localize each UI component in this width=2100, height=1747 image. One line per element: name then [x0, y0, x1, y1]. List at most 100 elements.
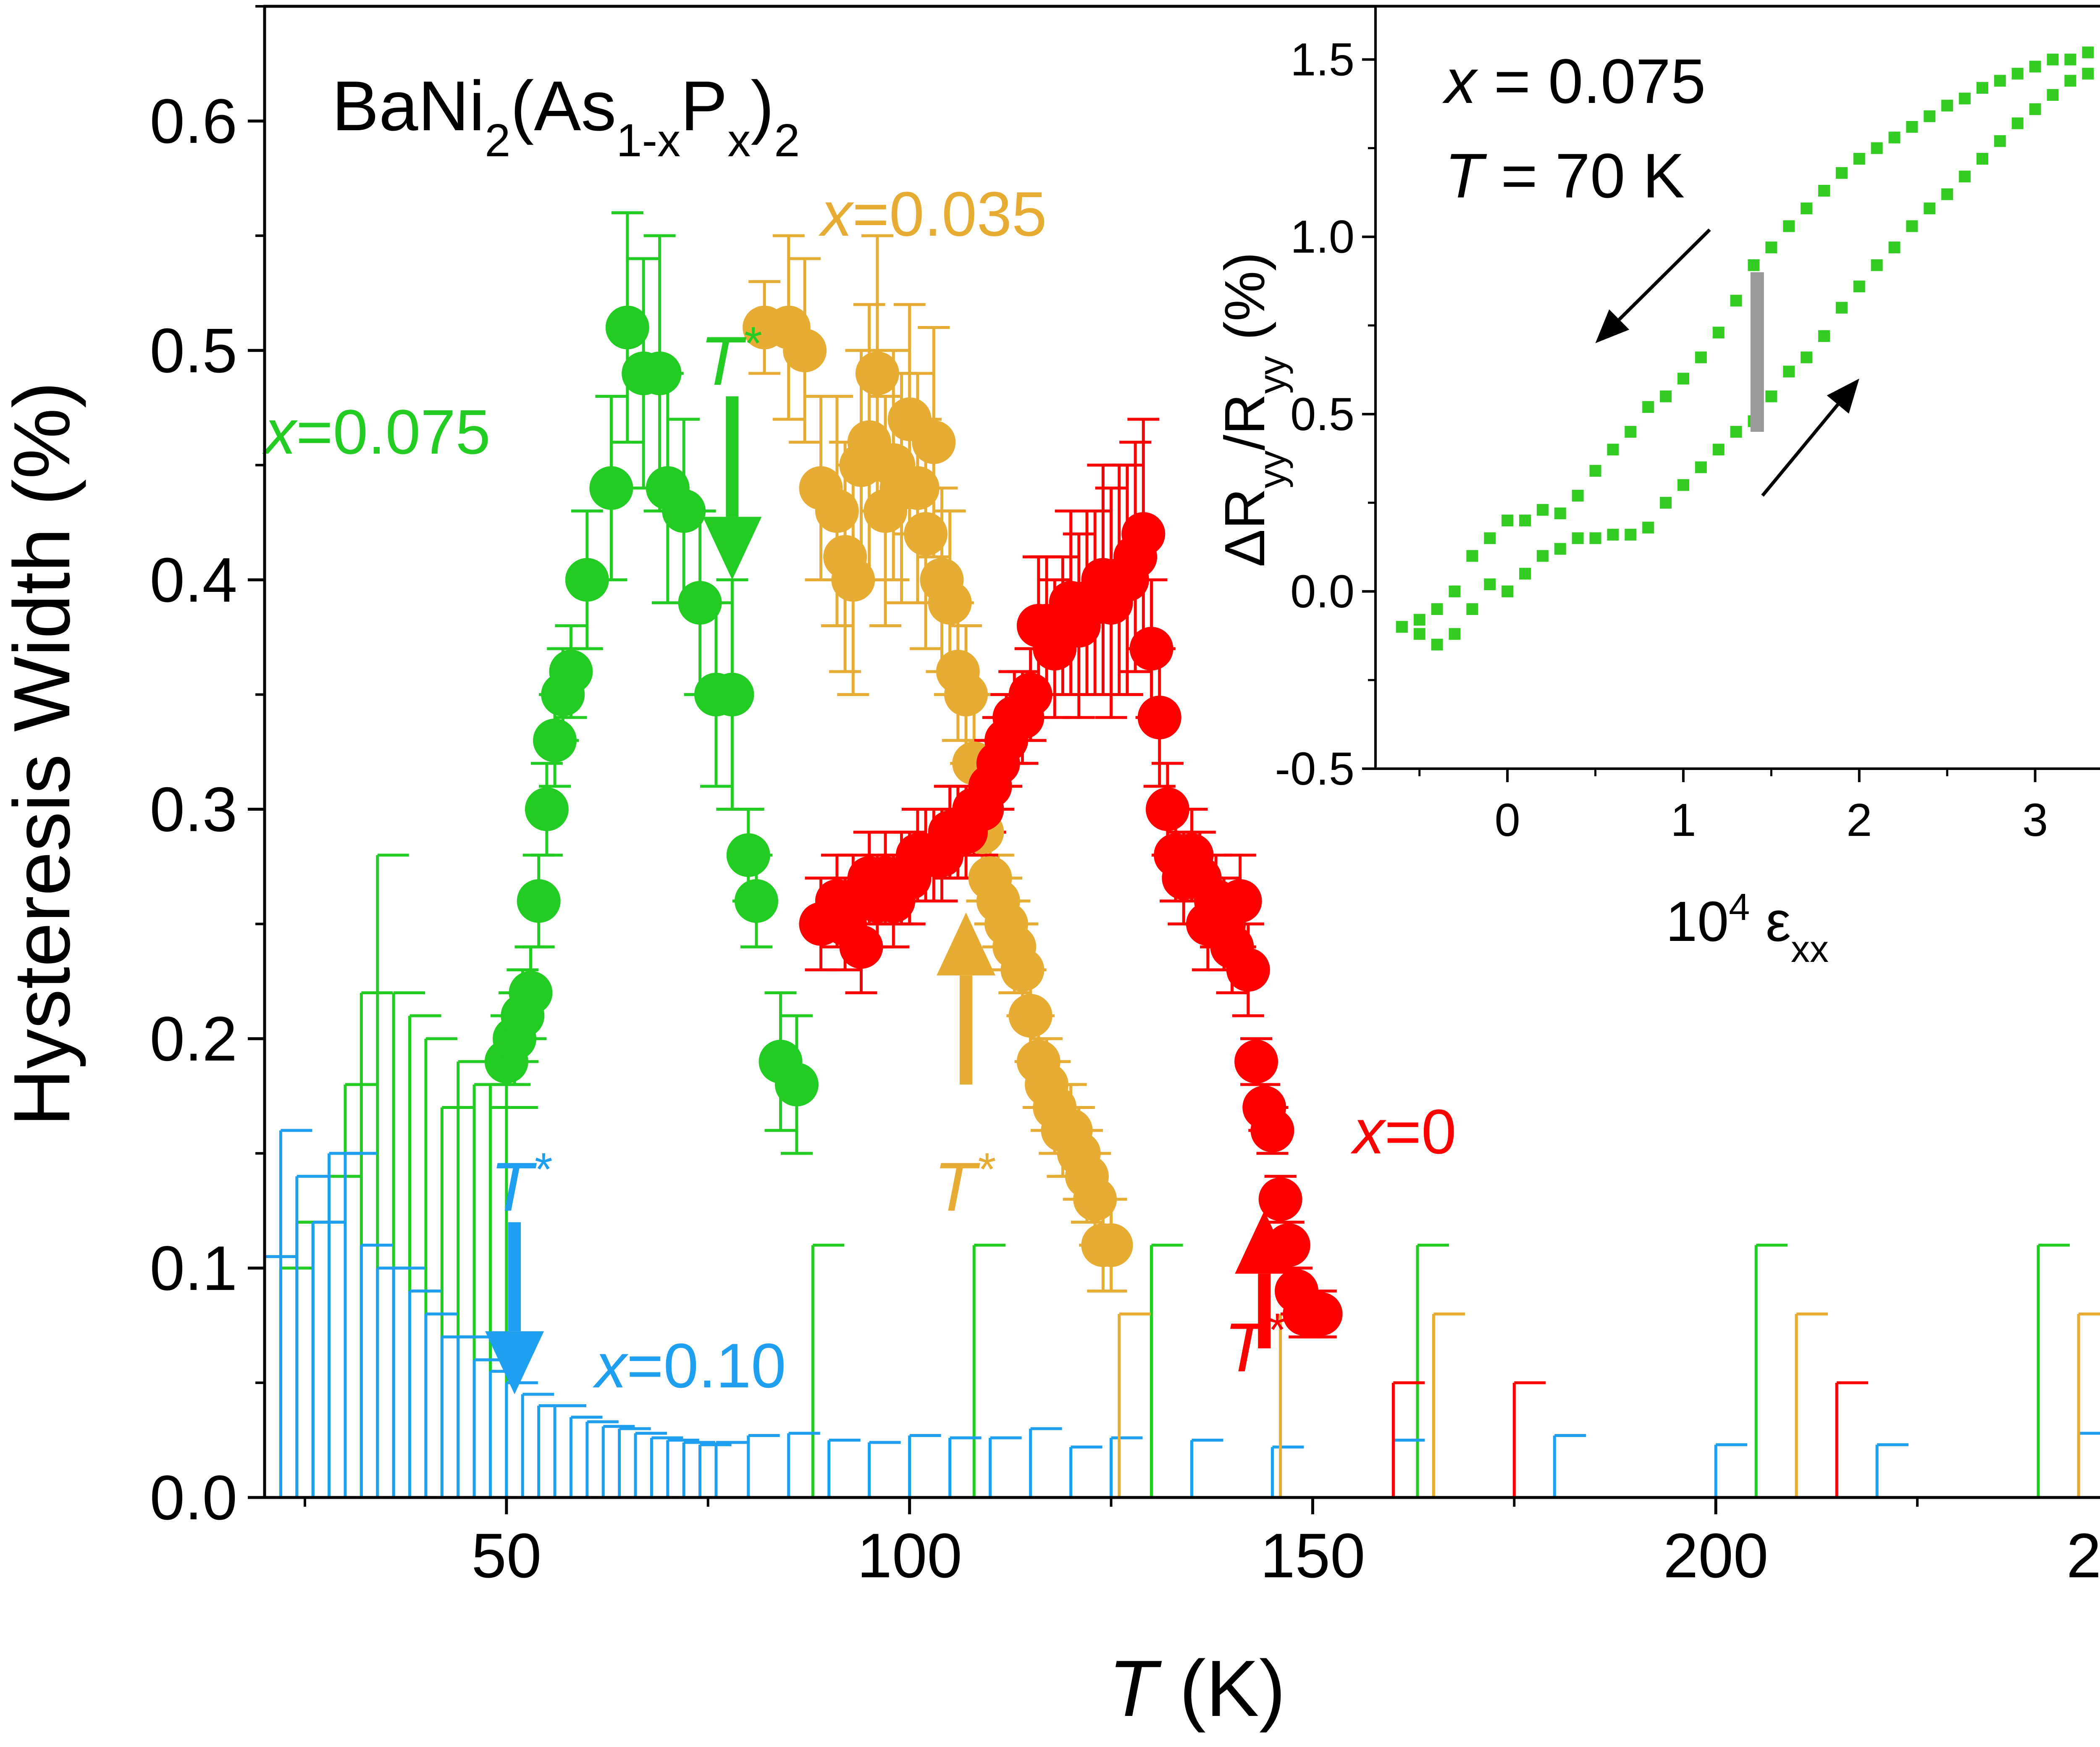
bar-error-1-40 [1270, 1445, 1304, 1497]
bar-error-1-5 [344, 1152, 377, 1497]
inset-point-1-34 [1994, 135, 2006, 147]
bar-error-2-4 [2077, 1312, 2100, 1497]
inset-point-1-30 [1924, 202, 1936, 215]
tstar-arrow-head [703, 517, 762, 580]
bar-error-1-2 [295, 1174, 328, 1497]
inset-point-1-19 [1730, 426, 1742, 438]
y-tick-label: 0.0 [150, 1462, 237, 1533]
data-point-x0035-4 [815, 489, 859, 533]
data-point-x0035-27 [1000, 948, 1045, 992]
inset-point-0-20 [1748, 259, 1760, 271]
inset-point-0-21 [1765, 242, 1777, 254]
inset-point-0-29 [1906, 121, 1918, 133]
bar-error-2-3 [1795, 1312, 1828, 1497]
inset-x-tick-label: 1 [1670, 794, 1696, 846]
bar-error-1-42 [1553, 1434, 1586, 1497]
inset-point-0-39 [2082, 46, 2094, 58]
data-point-x0035-38 [1089, 1223, 1133, 1267]
bar-error-1-19 [569, 1416, 603, 1497]
bar-error-1-18 [553, 1404, 587, 1497]
data-point-x0-39 [1121, 512, 1166, 556]
inset-point-1-4 [1466, 603, 1478, 615]
inset-point-0-4 [1466, 550, 1478, 562]
inset-point-0-32 [1959, 92, 1971, 105]
inset-axes: 0 1 2 3 -0.5 0.0 0.5 1.0 1.5 [1275, 5, 2100, 846]
inset-point-1-0 [1396, 621, 1408, 633]
data-point-x0035-20 [944, 673, 988, 717]
data-point-x0035-15 [904, 512, 948, 556]
data-point-x0075-5 [525, 787, 569, 831]
data-point-x0-53 [1234, 1040, 1278, 1084]
y-tick-label: 0.2 [150, 1004, 237, 1074]
inset-y-tick-label: 1.5 [1290, 34, 1354, 86]
y-tick-label: 0.1 [150, 1233, 237, 1303]
y-tick-label: 0.5 [150, 315, 237, 386]
inset-x-tick-label: 0 [1495, 794, 1520, 846]
bar-error-1-38 [1110, 1436, 1143, 1497]
inset-point-1-16 [1677, 479, 1689, 491]
bar-error-1-1 [279, 1129, 312, 1497]
inset-y-axis-title: ΔRyy/Ryy (%) [1213, 252, 1294, 567]
inset-point-1-22 [1783, 365, 1795, 378]
inset-x-tick-label: 3 [2022, 794, 2048, 846]
inset-point-1-17 [1695, 461, 1707, 473]
bar-error-1-30 [787, 1432, 820, 1497]
data-point-x0035-16 [912, 420, 956, 464]
data-point-x0-51 [1218, 879, 1262, 923]
inset-point-0-33 [1976, 82, 1988, 94]
inset-point-1-5 [1484, 578, 1496, 591]
inset-arrow-head [1827, 378, 1859, 414]
inset-point-1-31 [1941, 188, 1953, 200]
data-point-x0-25 [1008, 673, 1053, 717]
y-tick-label: 0.3 [150, 774, 237, 845]
bar-error-1-22 [618, 1427, 651, 1497]
inset-point-0-26 [1853, 153, 1865, 165]
data-point-x0075-20 [734, 879, 778, 923]
inset-plot-frame [1374, 5, 2100, 770]
bar-error-0-20 [2037, 1243, 2070, 1497]
inset-annotation-t: T = 70 K [1445, 140, 1685, 211]
inset-background [1376, 6, 2100, 769]
label-x0035: x=0.035 [819, 179, 1047, 249]
data-point-x0075-9 [565, 558, 609, 602]
inset-point-1-11 [1589, 532, 1601, 544]
y-tick-label: 0.6 [150, 86, 237, 156]
inset-point-0-1 [1413, 614, 1425, 626]
inset-data-points [1396, 46, 2094, 651]
inset-x-axis-title: 104 εxx [1666, 886, 1829, 970]
main-annotations: x=0.075 x=0.035 x=0 x=0.10 T* T* T* T* [262, 179, 1456, 1401]
inset-point-0-16 [1677, 373, 1689, 385]
inset-point-0-3 [1449, 585, 1461, 597]
inset-point-1-29 [1906, 220, 1918, 232]
bar-error-1-37 [1069, 1445, 1102, 1497]
main-plot-frame [263, 5, 2100, 1499]
bar-error-1-36 [1029, 1427, 1062, 1497]
inset-point-1-27 [1871, 259, 1883, 271]
main-title: BaNi2(As1-xPx)2 [332, 66, 800, 166]
data-point-x0075-22 [774, 1062, 819, 1106]
bar-error-2-0 [1118, 1312, 1151, 1497]
bar-error-1-44 [1875, 1443, 1909, 1497]
inset-point-1-36 [2029, 103, 2041, 115]
inset-point-0-14 [1642, 401, 1654, 413]
data-point-x0035-2 [783, 328, 827, 373]
inset-point-1-15 [1660, 497, 1672, 509]
data-point-x0075-13 [638, 351, 682, 395]
tstar-green: T* [700, 318, 762, 580]
inset-point-0-10 [1572, 489, 1584, 502]
bar-error-1-16 [521, 1392, 554, 1497]
inset-point-0-31 [1941, 100, 1953, 112]
inset-point-0-28 [1888, 131, 1900, 144]
inset-annotation-x: x = 0.075 [1442, 46, 1706, 116]
inset-point-0-38 [2064, 53, 2076, 66]
bar-error-3-1 [1512, 1381, 1546, 1497]
main-data-points [484, 305, 1343, 1336]
inset-point-1-18 [1712, 444, 1725, 456]
inset-point-1-25 [1835, 302, 1848, 314]
inset-point-0-2 [1431, 603, 1443, 615]
data-point-x0075-4 [517, 879, 561, 923]
bar-error-1-35 [989, 1436, 1022, 1497]
bar-error-0-19 [1754, 1243, 1788, 1497]
inset-arrow-head [1595, 309, 1630, 343]
inset-arrow-shaft [1618, 228, 1711, 321]
